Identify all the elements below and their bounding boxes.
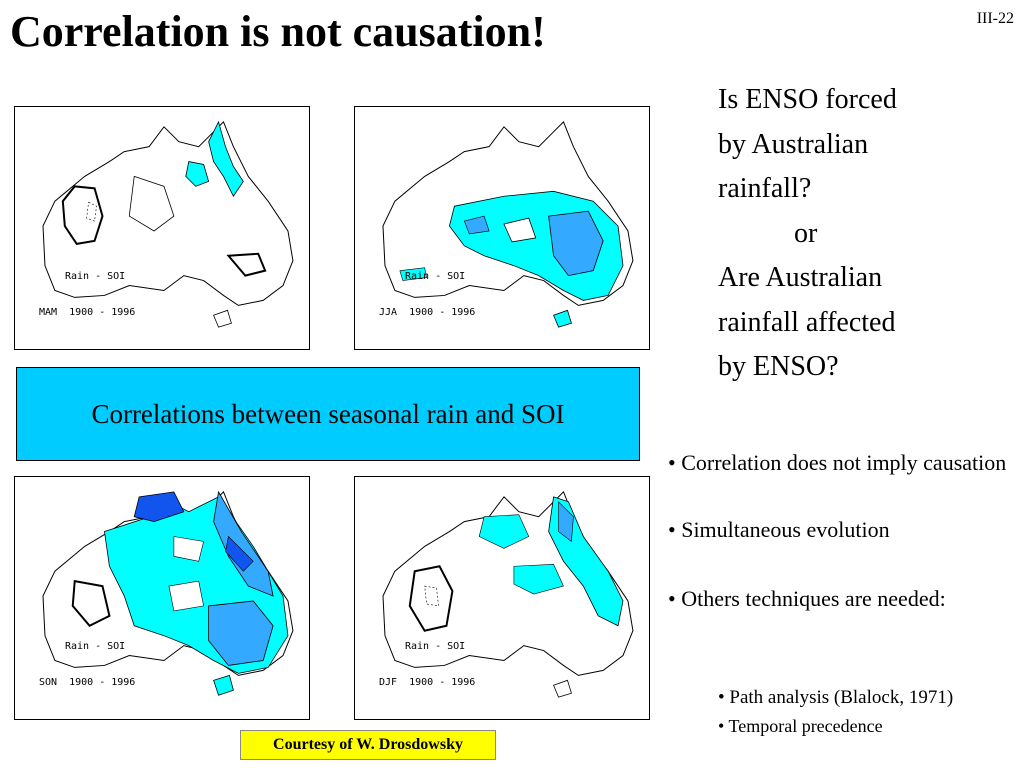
map-caption-line1: Rain - SOI: [405, 271, 466, 282]
question-line: Are Australian: [718, 262, 883, 293]
map-caption-line2: DJF 1900 - 1996: [379, 677, 476, 688]
question-line: by Australian: [718, 128, 869, 160]
map-caption-line1: Rain - SOI: [65, 271, 126, 282]
bullet-simultaneous: • Simultaneous evolution: [668, 517, 890, 542]
australia-map-jja: [382, 120, 634, 328]
bullet-correlation: • Correlation does not imply causation: [668, 450, 1007, 475]
map-caption-jja: Rain - SOI JJA 1900 - 1996: [379, 247, 475, 343]
question-line: Is ENSO forced: [718, 84, 897, 115]
question-line: rainfall?: [718, 173, 812, 204]
map-caption-line2: SON 1900 - 1996: [39, 677, 136, 688]
question-line: rainfall affected: [718, 306, 896, 338]
map-caption-line1: Rain - SOI: [405, 641, 466, 652]
australia-map-mam: [42, 120, 294, 328]
map-panel-son: Rain - SOI SON 1900 - 1996: [14, 476, 310, 720]
credit-box: Courtesy of W. Drosdowsky: [240, 730, 496, 760]
map-caption-line2: MAM 1900 - 1996: [39, 307, 136, 318]
bullet-list: • Correlation does not imply causation •…: [668, 446, 1008, 617]
slide-number: III-22: [976, 10, 1014, 27]
map-panel-djf: Rain - SOI DJF 1900 - 1996: [354, 476, 650, 720]
map-panel-mam: Rain - SOI MAM 1900 - 1996: [14, 106, 310, 350]
question-line: by ENSO?: [718, 351, 839, 382]
australia-map-son: [42, 490, 294, 696]
map-caption-line2: JJA 1900 - 1996: [379, 307, 476, 318]
map-caption-djf: Rain - SOI DJF 1900 - 1996: [379, 617, 475, 713]
sub-bullet-temporal: • Temporal precedence: [718, 716, 883, 736]
sub-bullet-list: • Path analysis (Blalock, 1971) • Tempor…: [718, 683, 953, 741]
sub-bullet-path-analysis-text: Path analysis (Blalock, 1971): [729, 687, 954, 708]
question-or: or: [794, 217, 818, 249]
bullet-techniques: • Others techniques are needed:: [668, 586, 946, 611]
map-caption-mam: Rain - SOI MAM 1900 - 1996: [39, 247, 135, 343]
slide-title: Correlation is not causation!: [10, 7, 546, 56]
map-caption-son: Rain - SOI SON 1900 - 1996: [39, 617, 135, 713]
section-banner: Correlations between seasonal rain and S…: [16, 367, 640, 461]
map-caption-line1: Rain - SOI: [65, 641, 126, 652]
question-block: Is ENSO forced by Australian rainfall? o…: [718, 78, 897, 390]
sub-bullet-path-analysis: • Path analysis (Blalock, 1971): [718, 687, 954, 708]
australia-map-djf: [382, 490, 634, 698]
map-panel-jja: Rain - SOI JJA 1900 - 1996: [354, 106, 650, 350]
